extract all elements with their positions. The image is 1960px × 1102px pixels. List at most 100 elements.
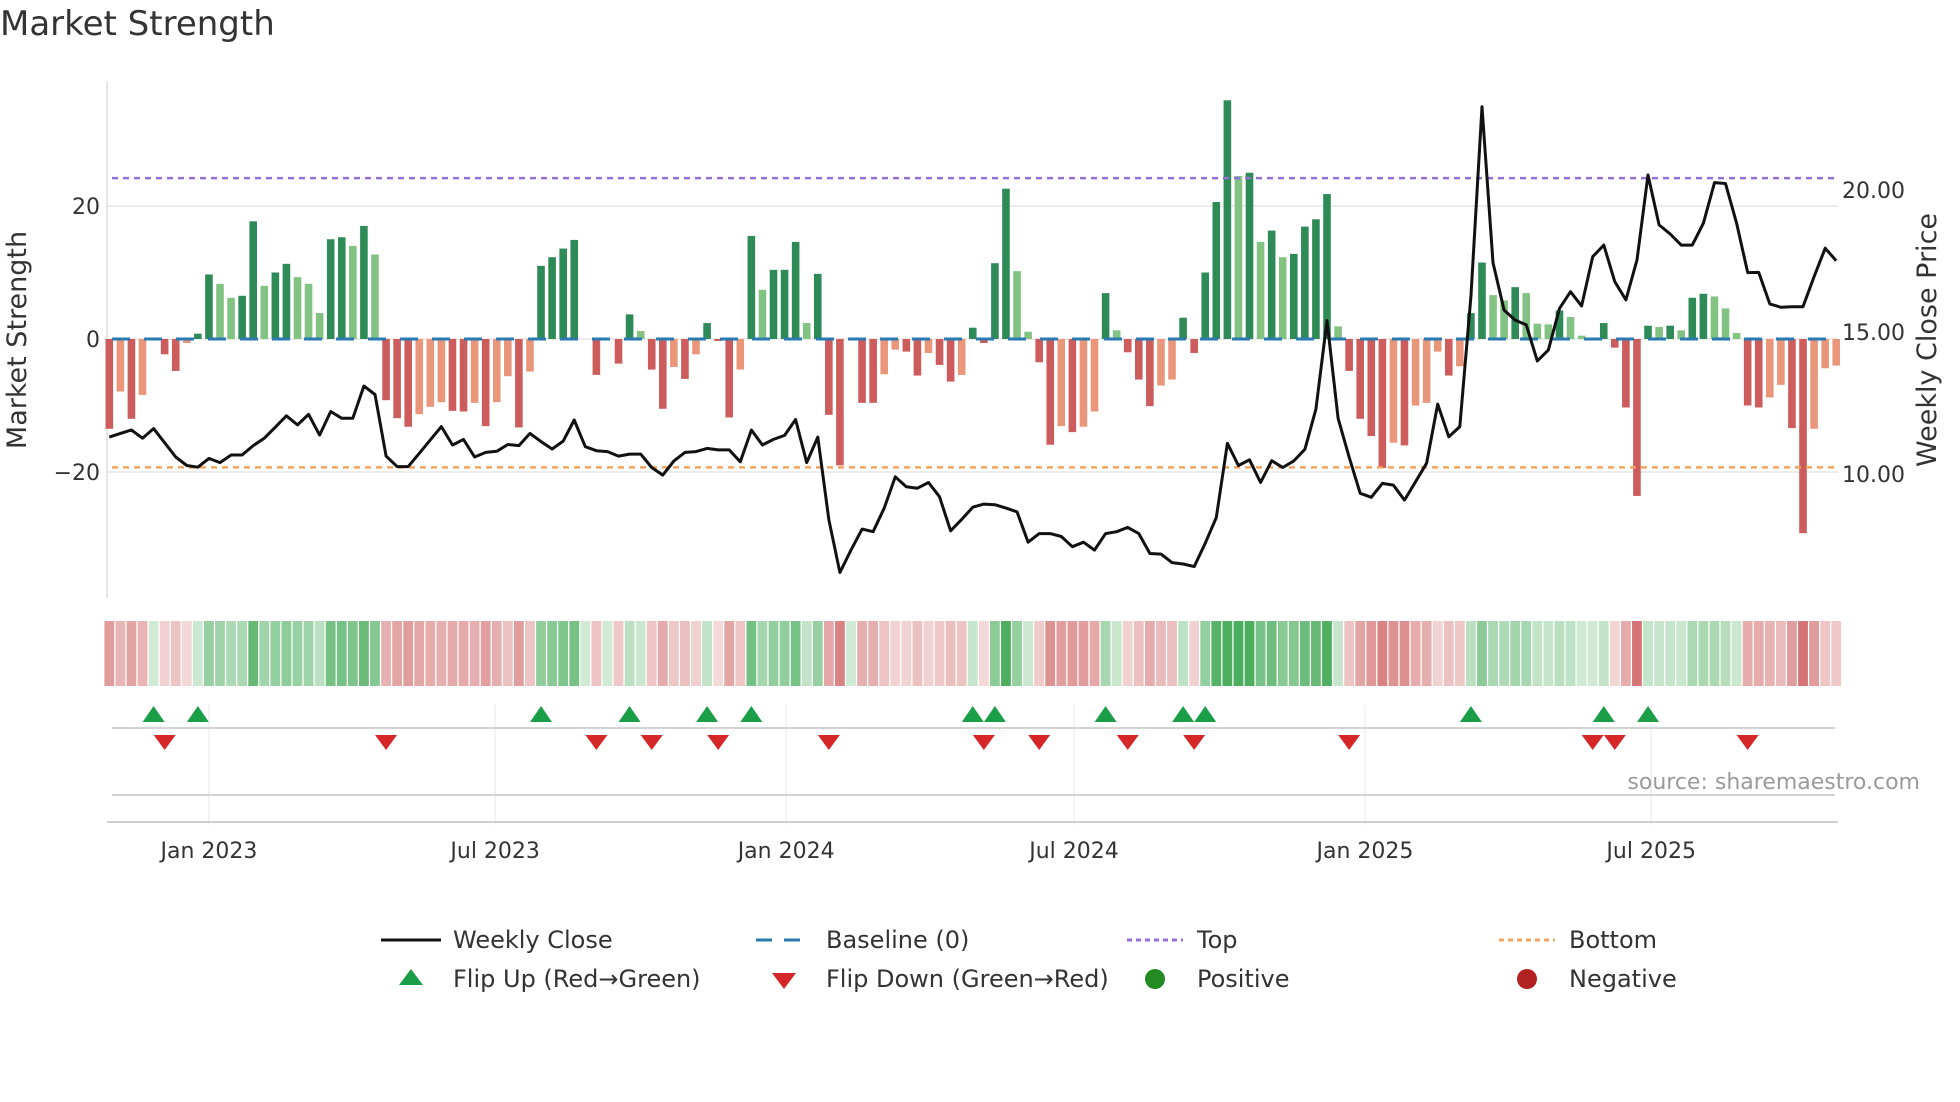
heat-cell: [1809, 621, 1819, 686]
strength-bar: [1699, 293, 1708, 339]
heat-cell: [1477, 621, 1487, 686]
flip-up-marker: [740, 706, 763, 722]
strength-bar: [1312, 219, 1320, 339]
strength-bar: [614, 339, 623, 364]
strength-bar: [1013, 271, 1021, 339]
heat-cell: [1731, 621, 1742, 686]
strength-bar: [1389, 339, 1398, 443]
strength-bar: [1622, 339, 1630, 408]
x-tick-label: Jan 2024: [736, 839, 835, 864]
heat-cell: [425, 621, 436, 686]
heat-cell: [469, 621, 480, 686]
flip-down-marker: [585, 735, 608, 750]
heat-cell: [1288, 621, 1299, 686]
heat-cell: [148, 621, 159, 686]
strength-bar: [138, 339, 147, 395]
heat-cell: [1676, 621, 1687, 686]
strength-bar: [592, 339, 601, 375]
strength-bar: [980, 339, 988, 343]
left-axis-title: Market Strength: [2, 231, 33, 449]
heat-cell: [779, 621, 790, 686]
heat-cell: [879, 621, 890, 686]
flip-up-marker: [696, 706, 719, 722]
strength-bar: [802, 323, 811, 339]
left-tick-label: −20: [54, 461, 100, 486]
heat-cell: [1532, 621, 1543, 686]
strength-bar: [957, 339, 966, 375]
strength-bar: [1179, 317, 1187, 339]
heat-cell: [1421, 621, 1432, 686]
strength-bar: [1201, 272, 1210, 339]
right-tick-label: 20.00: [1842, 179, 1905, 204]
strength-bar: [105, 339, 114, 429]
x-tick-label: Jul 2023: [448, 839, 540, 864]
heat-cell: [978, 621, 989, 686]
heat-cell: [314, 621, 325, 686]
strength-bar: [205, 274, 213, 339]
strength-bar: [659, 339, 667, 409]
strength-bar: [1168, 339, 1176, 380]
strength-bar: [1301, 226, 1309, 339]
heat-cell: [1067, 621, 1078, 686]
strength-bar: [382, 339, 390, 401]
flip-down-marker: [972, 735, 995, 750]
heat-cell: [1753, 621, 1764, 686]
flip-up-marker: [186, 706, 209, 722]
heat-cell: [237, 621, 248, 686]
strength-bar: [548, 257, 556, 339]
heat-cell: [181, 621, 192, 686]
strength-bar: [1234, 176, 1243, 339]
heat-cell: [613, 621, 624, 686]
heat-cell: [901, 621, 912, 686]
heat-cell: [890, 621, 901, 686]
strength-bar: [902, 339, 911, 352]
strength-bar: [681, 339, 689, 379]
strength-bar: [337, 237, 346, 339]
flip-down-marker: [1736, 735, 1759, 750]
strength-bar: [1832, 339, 1841, 366]
heat-cell: [1775, 621, 1786, 686]
strength-bar: [1024, 331, 1032, 339]
strength-bar: [448, 339, 457, 411]
strength-bar: [1323, 194, 1331, 339]
strength-bar: [1456, 339, 1464, 367]
heat-cell: [934, 621, 945, 686]
strength-bar: [459, 339, 468, 412]
heat-cell: [1742, 621, 1753, 686]
flip-up-marker: [1194, 706, 1217, 722]
strength-bar: [1500, 300, 1508, 339]
heat-cell: [1764, 621, 1775, 686]
heat-cell: [1576, 621, 1587, 686]
strength-bar: [1766, 339, 1774, 398]
flip-down-marker: [1338, 735, 1361, 750]
strength-bar: [160, 339, 169, 355]
strength-bar: [1566, 317, 1575, 339]
strength-bar: [703, 323, 711, 339]
heat-cell: [1709, 621, 1720, 686]
heat-cell: [1178, 621, 1188, 686]
strength-bar: [1245, 172, 1254, 339]
heat-cell: [1222, 621, 1233, 686]
strength-bar: [194, 333, 202, 339]
strength-bar: [647, 339, 656, 370]
heat-cell: [1410, 621, 1421, 686]
heat-cell: [746, 621, 757, 686]
heat-cell: [1798, 621, 1808, 686]
strength-bar: [1433, 339, 1442, 352]
strength-bar: [1289, 253, 1298, 339]
strength-bar: [1123, 339, 1132, 353]
strength-bar: [1278, 257, 1287, 339]
heat-cell: [1355, 621, 1366, 686]
heat-cell: [1432, 621, 1443, 686]
heat-cell: [204, 621, 214, 686]
heat-cell: [458, 621, 469, 686]
strength-bar: [1356, 339, 1365, 419]
strength-bar: [1721, 308, 1730, 339]
heat-cell: [602, 621, 613, 686]
strength-bar: [946, 339, 955, 382]
heat-cell: [1277, 621, 1288, 686]
heat-cell: [956, 621, 967, 686]
flip-up-marker: [983, 706, 1006, 722]
strength-bar: [1710, 296, 1719, 339]
heat-cell: [691, 621, 701, 686]
